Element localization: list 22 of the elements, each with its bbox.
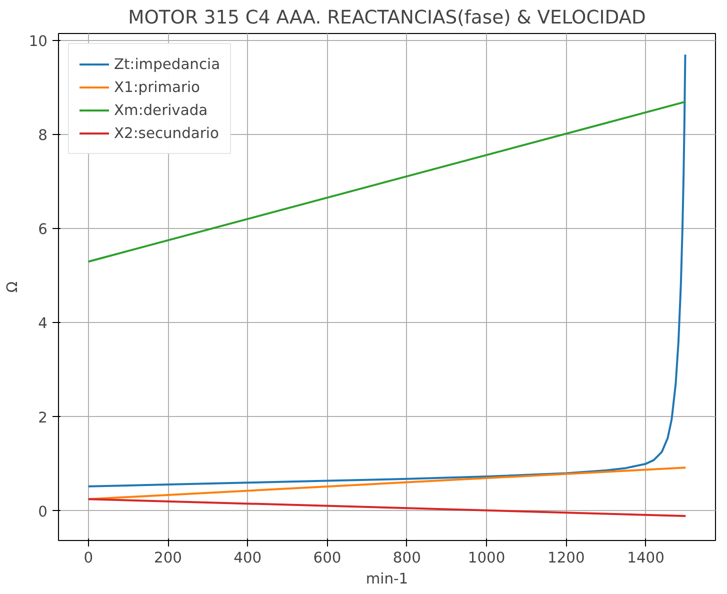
chart-title: MOTOR 315 C4 AAA. REACTANCIAS(fase) & VELOCIDAD [128,8,646,28]
x-tick-label: 800 [392,550,421,566]
y-tick-label: 8 [38,127,48,144]
y-tick-label: 6 [38,221,48,238]
y-axis-title: Ω [4,281,21,293]
x-tick-label: 600 [313,550,342,566]
legend-label: X1:primario [114,78,200,96]
x-tick-label: 1000 [468,550,506,566]
legend-label: Zt:impedancia [114,56,220,72]
x-axis-title: min-1 [366,570,408,588]
y-tick-label: 0 [38,503,48,520]
line-series [87,54,686,488]
x-tick-label: 1400 [627,550,664,566]
x-tick-label: 400 [234,550,262,566]
legend-label: Xm:derivada [114,102,208,118]
x-tick-label: 1200 [548,550,585,566]
y-tick-label: 10 [28,33,48,50]
x-tick-label: 0 [84,550,94,566]
y-tick-label: 4 [38,315,48,332]
y-tick-label: 2 [38,409,48,426]
x-tick-label: 200 [154,550,182,566]
legend-label: X2:secundario [114,124,219,142]
